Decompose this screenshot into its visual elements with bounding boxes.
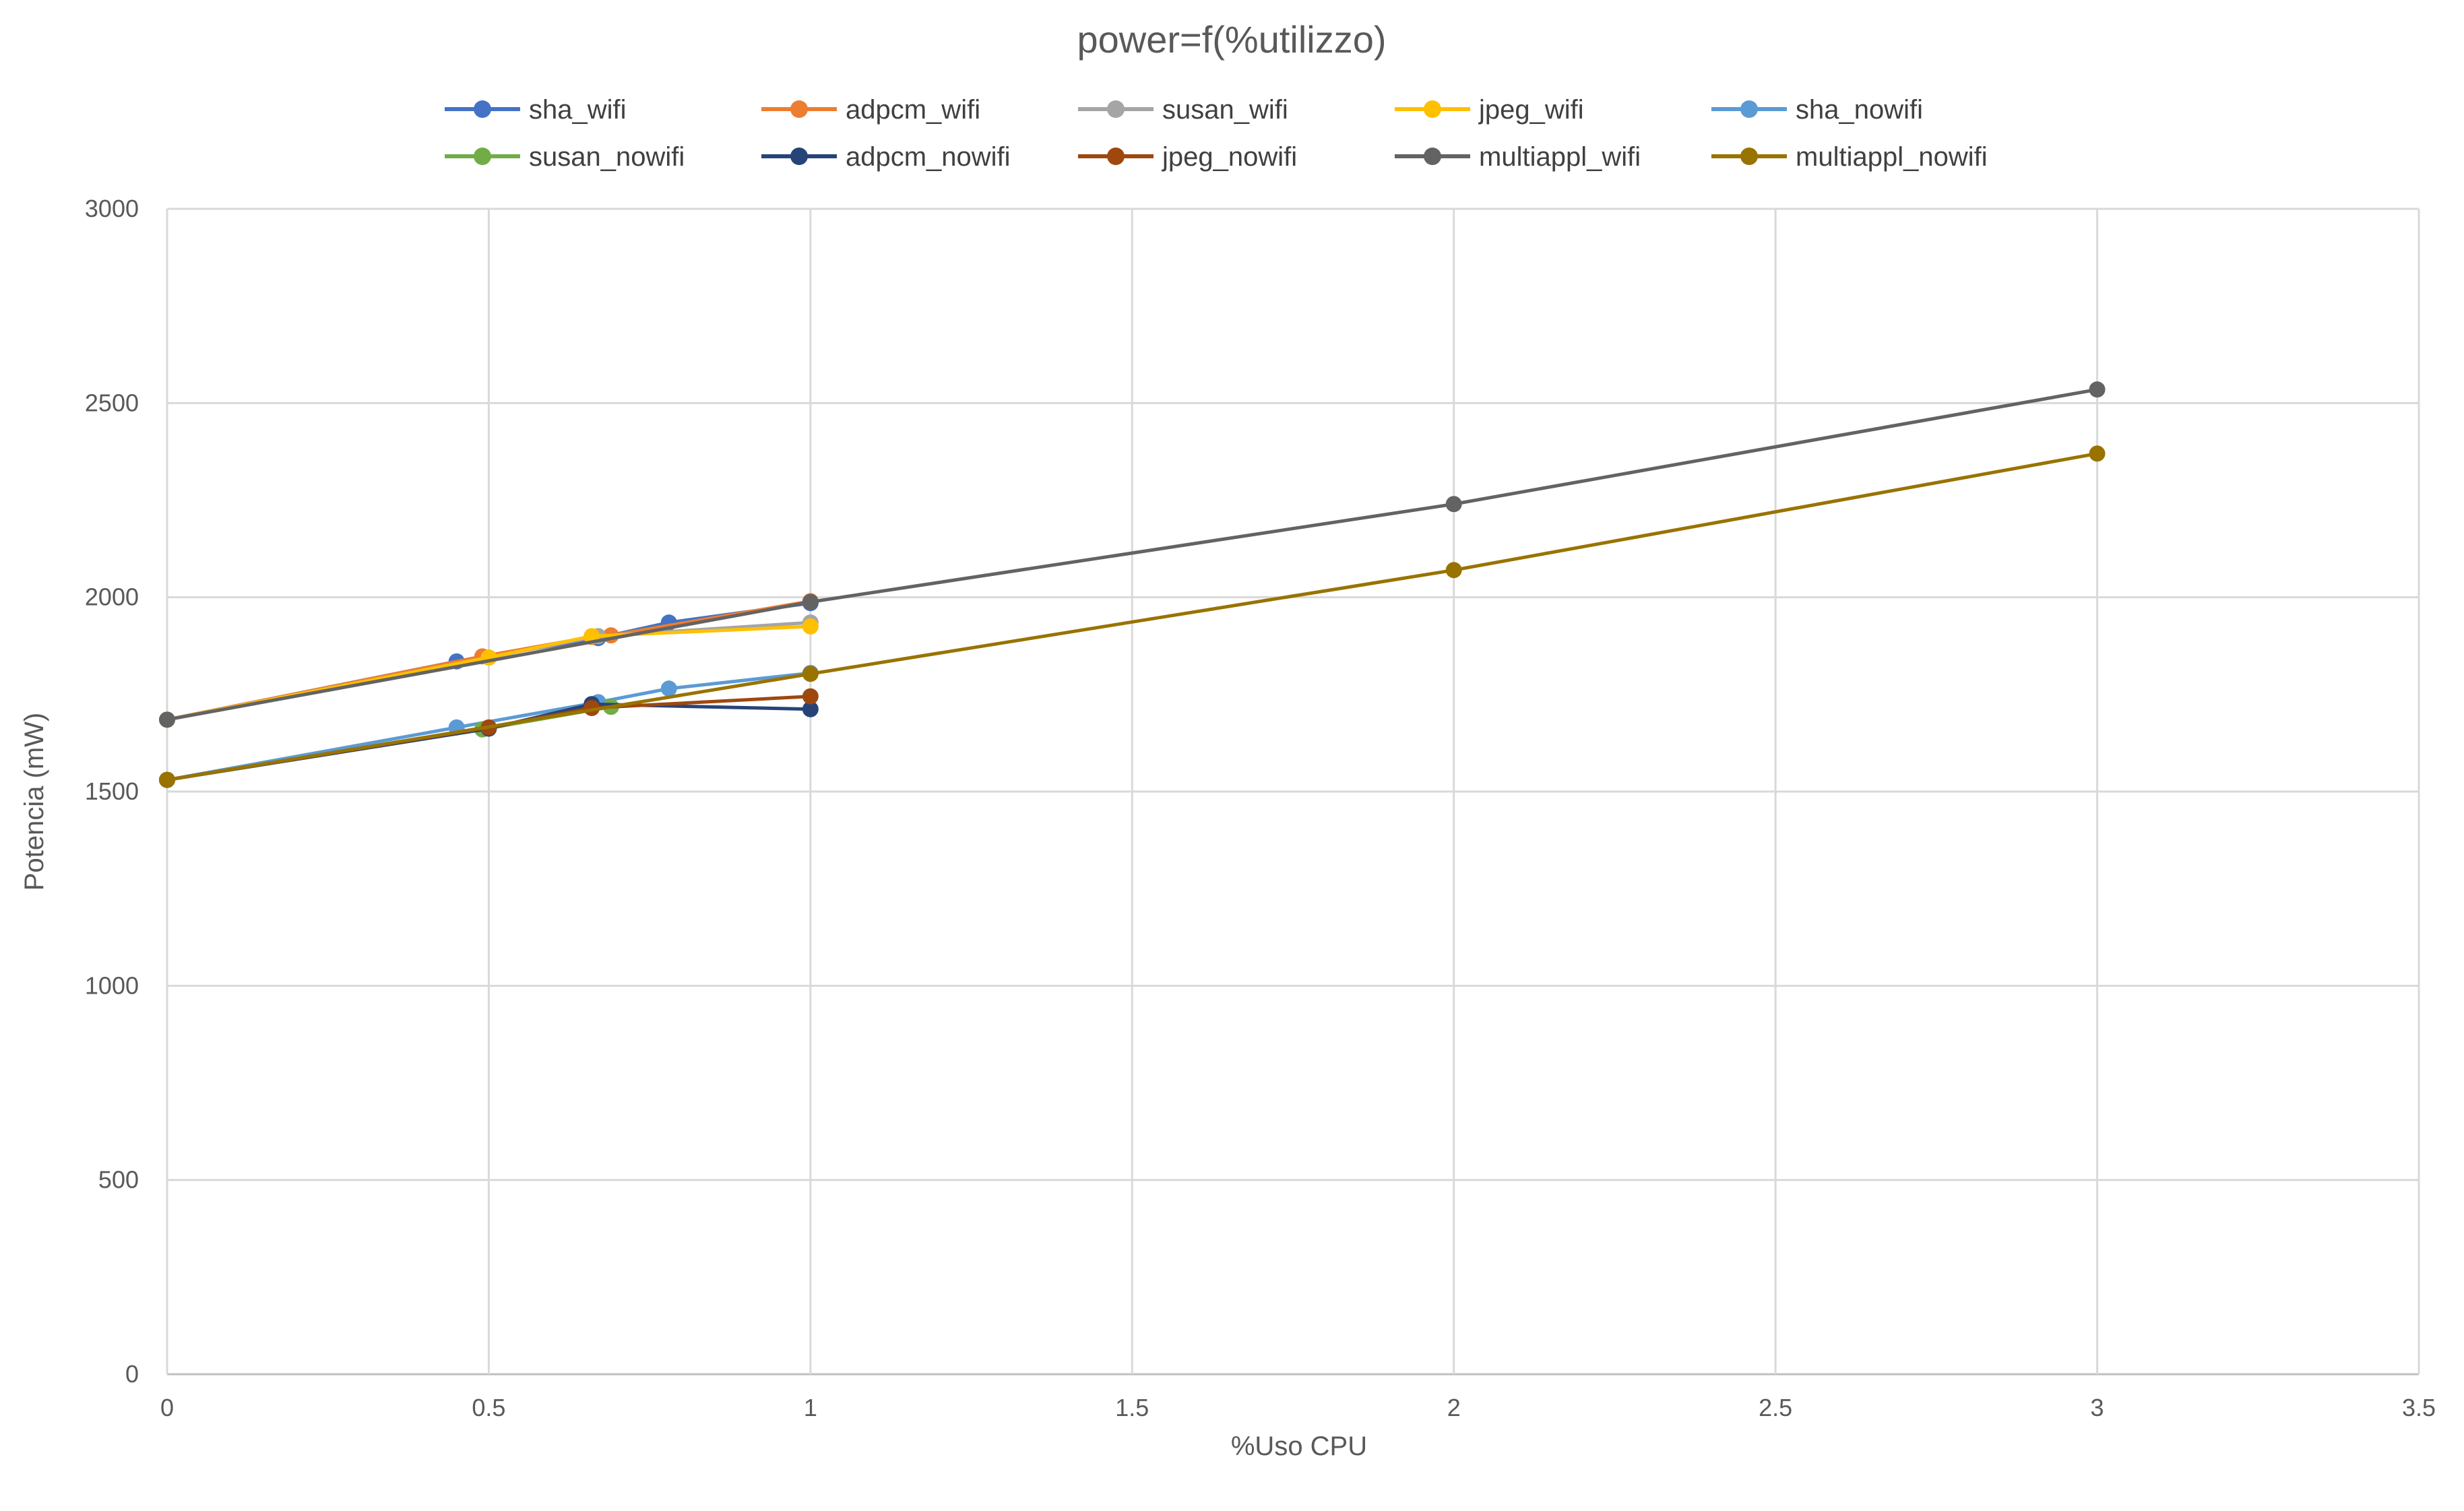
x-tick-label: 2.5 [1759, 1394, 1792, 1421]
legend-label: jpeg_wifi [1478, 95, 1584, 125]
y-tick-label: 2500 [85, 389, 139, 416]
legend-item-susan_wifi: susan_wifi [1078, 95, 1288, 125]
data-point-multiappl_wifi [2089, 381, 2106, 398]
series-line-multiappl_nowifi [166, 451, 2098, 782]
x-axis-ticks: 0 0.5 1 1.5 2 2.5 3 3.5 [160, 1394, 2436, 1421]
legend-label: multiappl_nowifi [1796, 142, 1988, 172]
legend-marker [1740, 100, 1758, 118]
legend-marker [1107, 100, 1125, 118]
y-tick-label: 3000 [85, 195, 139, 222]
legend-marker [474, 100, 491, 118]
legend-marker [1107, 148, 1125, 165]
legend-item-susan_nowifi: susan_nowifi [445, 142, 685, 172]
legend-label: adpcm_nowifi [846, 142, 1011, 172]
data-point-multiappl_nowifi [802, 666, 819, 682]
y-tick-label: 2000 [85, 583, 139, 611]
x-tick-label: 3 [2091, 1394, 2104, 1421]
x-tick-label: 3.5 [2402, 1394, 2436, 1421]
legend-item-jpeg_wifi: jpeg_wifi [1395, 95, 1584, 125]
legend-marker [790, 100, 808, 118]
series-layer [159, 381, 2106, 788]
y-tick-label: 1000 [85, 971, 139, 999]
series-line-multiappl_wifi [166, 387, 2098, 721]
x-tick-label: 0 [160, 1394, 174, 1421]
legend-label: sha_nowifi [1796, 95, 1923, 125]
legend-item-sha_wifi: sha_wifi [445, 95, 627, 125]
legend-item-adpcm_nowifi: adpcm_nowifi [761, 142, 1011, 172]
legend-label: adpcm_wifi [846, 95, 980, 125]
data-point-adpcm_nowifi [802, 701, 819, 717]
data-point-sha_nowifi [660, 680, 677, 697]
legend-marker [474, 148, 491, 165]
legend: sha_wifi adpcm_wifi susan_wifi jpeg_wifi sha… [445, 95, 1988, 172]
legend-label: susan_nowifi [529, 142, 685, 172]
y-axis-label: Potencia (mW) [20, 713, 49, 891]
x-tick-label: 1.5 [1115, 1394, 1149, 1421]
data-point-jpeg_wifi [802, 618, 819, 635]
data-point-multiappl_wifi [1445, 496, 1462, 513]
x-tick-label: 1 [804, 1394, 817, 1421]
legend-marker [790, 148, 808, 165]
chart-title: power=f(%utilizzo) [1077, 18, 1386, 61]
data-point-multiappl_nowifi [2089, 445, 2106, 462]
data-point-multiappl_wifi [802, 593, 819, 610]
data-point-multiappl_wifi [159, 711, 175, 728]
legend-marker [1424, 148, 1441, 165]
data-point-jpeg_nowifi [802, 688, 819, 705]
legend-marker [1740, 148, 1758, 165]
legend-item-adpcm_wifi: adpcm_wifi [761, 95, 980, 125]
legend-label: susan_wifi [1162, 95, 1288, 125]
x-tick-label: 2 [1447, 1394, 1461, 1421]
series-multiappl_nowifi [159, 445, 2106, 788]
legend-item-jpeg_nowifi: jpeg_nowifi [1078, 142, 1297, 172]
x-tick-label: 0.5 [472, 1394, 505, 1421]
y-tick-label: 0 [125, 1360, 139, 1388]
legend-item-sha_nowifi: sha_nowifi [1711, 95, 1923, 125]
x-axis-label: %Uso CPU [1231, 1432, 1367, 1461]
y-tick-label: 500 [98, 1166, 139, 1194]
series-multiappl_wifi [159, 381, 2106, 728]
legend-label: sha_wifi [529, 95, 627, 125]
legend-item-multiappl_wifi: multiappl_wifi [1395, 142, 1641, 172]
legend-item-multiappl_nowifi: multiappl_nowifi [1711, 142, 1988, 172]
legend-marker [1424, 100, 1441, 118]
legend-label: jpeg_nowifi [1162, 142, 1297, 172]
data-point-multiappl_nowifi [1445, 562, 1462, 579]
y-axis-ticks: 0 500 1000 1500 2000 2500 3000 [85, 195, 139, 1388]
data-point-multiappl_nowifi [159, 771, 175, 788]
legend-label: multiappl_wifi [1479, 142, 1641, 172]
y-tick-label: 1500 [85, 777, 139, 805]
